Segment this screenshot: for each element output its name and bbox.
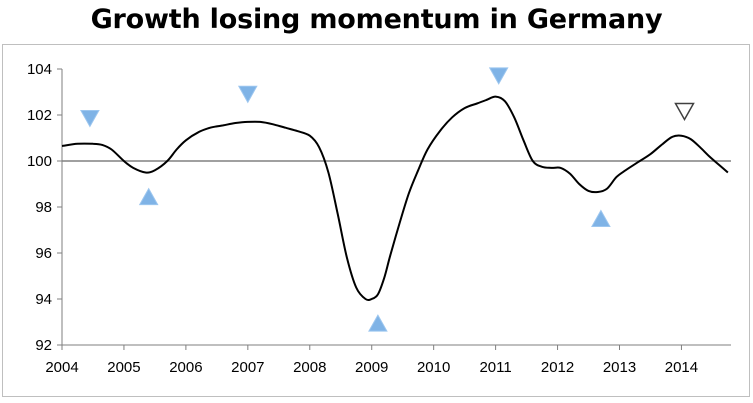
y-tick-label: 98 [35,199,52,216]
trough-marker [368,314,388,332]
chart-title: Growth losing momentum in Germany [90,4,663,35]
y-tick-label: 104 [27,61,52,78]
x-tick-label: 2008 [293,359,326,376]
x-tick-label: 2010 [417,359,450,376]
trough-marker [138,187,159,206]
y-tick-label: 100 [27,153,52,170]
y-tick-label: 102 [27,107,52,124]
x-tick-label: 2004 [45,359,78,376]
x-tick-label: 2012 [541,359,574,376]
trough-marker [591,209,611,227]
series-line [61,95,729,302]
x-tick-label: 2011 [479,359,511,376]
y-tick-label: 94 [35,291,52,308]
peak-marker [488,67,509,85]
y-tick-label: 92 [35,337,52,354]
x-tick-label: 2007 [231,359,264,376]
x-tick-label: 2005 [107,359,140,376]
peak-marker [237,85,258,104]
peak-marker [674,102,695,122]
x-tick-label: 2013 [603,359,636,376]
x-tick-label: 2006 [169,359,202,376]
x-tick-label: 2009 [355,359,388,376]
x-tick-label: 2014 [665,359,698,376]
y-tick-label: 96 [35,245,52,262]
chart-frame [2,44,750,397]
peak-marker [80,110,100,128]
